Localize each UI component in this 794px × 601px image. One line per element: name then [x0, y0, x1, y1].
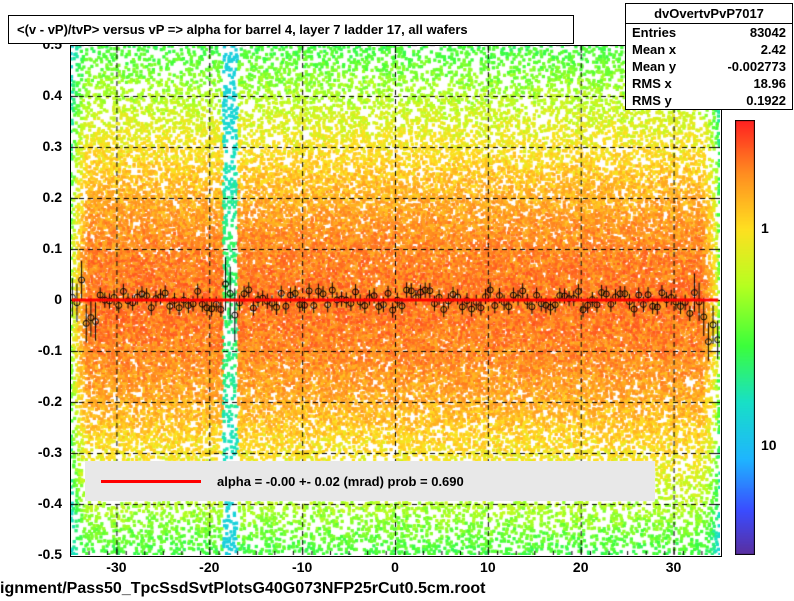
colorbar-tick-label: 10	[761, 437, 777, 453]
y-tick-label: -0.5	[0, 546, 62, 562]
stats-value: -0.002773	[727, 59, 786, 74]
stats-rows: Entries83042Mean x2.42Mean y-0.002773RMS…	[626, 24, 792, 109]
stats-label: RMS x	[632, 76, 672, 91]
stats-label: Entries	[632, 25, 676, 40]
x-tick-label: -20	[189, 559, 229, 575]
stats-box: dvOvertvPvP7017 Entries83042Mean x2.42Me…	[625, 3, 793, 110]
x-tick-label: -30	[96, 559, 136, 575]
y-tick-label: 0.1	[0, 240, 62, 256]
stats-value: 0.1922	[746, 93, 786, 108]
footer-text: ignment/Pass50_TpcSsdSvtPlotsG40G073NFP2…	[0, 580, 486, 597]
stats-value: 18.96	[753, 76, 786, 91]
y-tick-label: 0.3	[0, 138, 62, 154]
stats-row: Mean y -0.002773	[626, 58, 792, 75]
plot-title-text: <(v - vP)/tvP> versus vP => alpha for ba…	[17, 22, 468, 37]
x-tick-label: 0	[375, 559, 415, 575]
plot-title-box: <(v - vP)/tvP> versus vP => alpha for ba…	[8, 15, 574, 44]
fit-legend-box: alpha = -0.00 +- 0.02 (mrad) prob = 0.69…	[85, 461, 655, 501]
stats-header: dvOvertvPvP7017	[626, 4, 792, 24]
stats-row: RMS x 18.96	[626, 75, 792, 92]
colorbar-tick-label: 1	[761, 220, 769, 236]
stats-row: Mean x 2.42	[626, 41, 792, 58]
y-tick-label: -0.3	[0, 444, 62, 460]
stats-row: RMS y 0.1922	[626, 92, 792, 109]
stats-row: Entries 83042	[626, 24, 792, 41]
fit-line-swatch	[101, 480, 201, 483]
y-tick-label: 0	[0, 291, 62, 307]
stats-label: Mean x	[632, 42, 676, 57]
stats-label: Mean y	[632, 59, 676, 74]
stats-label: RMS y	[632, 93, 672, 108]
y-tick-label: -0.1	[0, 342, 62, 358]
x-tick-label: -10	[282, 559, 322, 575]
stats-value: 2.42	[761, 42, 786, 57]
footer-filepath: ignment/Pass50_TpcSsdSvtPlotsG40G073NFP2…	[0, 580, 486, 598]
y-tick-label: 0.4	[0, 87, 62, 103]
x-tick-label: 10	[468, 559, 508, 575]
x-tick-label: 30	[654, 559, 694, 575]
y-tick-label: 0.2	[0, 189, 62, 205]
y-tick-label: -0.2	[0, 393, 62, 409]
colorbar-canvas	[735, 120, 755, 555]
y-tick-label: -0.4	[0, 495, 62, 511]
stats-value: 83042	[750, 25, 786, 40]
fit-legend-text: alpha = -0.00 +- 0.02 (mrad) prob = 0.69…	[217, 474, 464, 489]
x-tick-label: 20	[561, 559, 601, 575]
